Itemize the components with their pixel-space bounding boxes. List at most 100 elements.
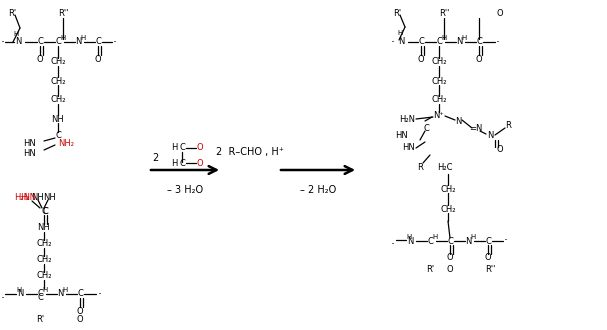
Text: C: C: [179, 158, 185, 168]
Text: C: C: [476, 38, 482, 47]
Text: NH₂: NH₂: [58, 140, 74, 148]
Text: H: H: [470, 234, 476, 240]
Text: N: N: [455, 117, 461, 126]
Text: C: C: [436, 38, 442, 47]
Text: H₂N: H₂N: [14, 193, 30, 203]
Text: CH₂: CH₂: [440, 184, 456, 193]
Text: H₂N: H₂N: [399, 115, 415, 124]
Text: R: R: [417, 163, 423, 173]
Text: O: O: [95, 54, 101, 63]
Text: CH₂: CH₂: [50, 57, 66, 67]
Text: .: .: [1, 31, 5, 45]
Text: H: H: [60, 35, 66, 41]
Text: N: N: [17, 289, 23, 299]
Text: N: N: [75, 38, 81, 47]
Text: R: R: [505, 120, 511, 129]
Text: R': R': [426, 266, 434, 275]
Text: CH₂: CH₂: [50, 77, 66, 85]
Text: CH₂: CH₂: [440, 205, 456, 214]
Text: – 3 H₂O: – 3 H₂O: [167, 185, 203, 195]
Text: O: O: [36, 54, 43, 63]
Text: .: .: [391, 234, 395, 247]
Text: H: H: [432, 234, 438, 240]
Text: R'': R'': [439, 10, 449, 18]
Text: H: H: [441, 35, 447, 41]
Text: CH₂: CH₂: [36, 272, 52, 280]
Text: O: O: [447, 253, 453, 262]
Text: H: H: [406, 234, 412, 240]
Text: R': R': [393, 10, 401, 18]
Text: H₂N: H₂N: [20, 193, 36, 203]
Text: HN: HN: [402, 144, 415, 152]
Text: H: H: [16, 287, 22, 293]
Text: N⁺: N⁺: [433, 112, 444, 120]
Text: H: H: [398, 30, 402, 36]
Text: HN: HN: [395, 130, 408, 140]
Text: C: C: [55, 131, 61, 141]
Text: .: .: [504, 230, 508, 244]
Text: R'': R'': [58, 10, 68, 18]
Text: C: C: [418, 38, 424, 47]
Text: 2: 2: [152, 153, 158, 163]
Text: .: .: [1, 287, 5, 301]
Text: C: C: [95, 38, 101, 47]
Text: NH: NH: [44, 193, 56, 203]
Text: C: C: [447, 237, 453, 246]
Text: R': R': [36, 315, 44, 324]
Text: O: O: [197, 158, 203, 168]
Text: O: O: [418, 54, 424, 63]
Text: N: N: [398, 38, 404, 47]
Text: C: C: [37, 289, 43, 299]
Text: .: .: [391, 31, 395, 45]
Text: CH₂: CH₂: [431, 95, 447, 105]
Text: H: H: [172, 144, 178, 152]
Text: CH₂: CH₂: [431, 77, 447, 85]
Text: N: N: [407, 237, 413, 246]
Text: HN: HN: [23, 140, 36, 148]
Text: NH: NH: [52, 115, 64, 123]
Text: R': R': [8, 10, 16, 18]
Text: H: H: [172, 158, 178, 168]
Text: C: C: [42, 208, 48, 216]
Text: C: C: [55, 38, 61, 47]
Text: N: N: [465, 237, 471, 246]
Text: C: C: [427, 237, 433, 246]
Text: C: C: [37, 38, 43, 47]
Text: CH₂: CH₂: [36, 255, 52, 265]
Text: O: O: [484, 253, 491, 262]
Text: NH: NH: [32, 193, 44, 203]
Text: N: N: [487, 130, 493, 140]
Text: .: .: [496, 31, 500, 45]
Text: CH₂: CH₂: [36, 240, 52, 248]
Text: C: C: [77, 289, 83, 299]
Text: H: H: [80, 35, 86, 41]
Text: C: C: [37, 293, 43, 303]
Text: O: O: [197, 144, 203, 152]
Text: H: H: [42, 287, 47, 293]
Text: C: C: [485, 237, 491, 246]
Text: O: O: [76, 315, 83, 324]
Text: C: C: [179, 144, 185, 152]
Text: H₂C: H₂C: [437, 163, 453, 173]
Text: C: C: [41, 208, 47, 216]
Text: H: H: [461, 35, 467, 41]
Text: N: N: [57, 289, 63, 299]
Text: CH₂: CH₂: [431, 57, 447, 67]
Text: O: O: [476, 54, 483, 63]
Text: O: O: [497, 10, 503, 18]
Text: CH₂: CH₂: [50, 95, 66, 105]
Text: 2  R–CHO , H⁺: 2 R–CHO , H⁺: [216, 147, 284, 157]
Text: C: C: [423, 123, 429, 133]
Text: .: .: [98, 283, 102, 296]
Text: O: O: [447, 266, 453, 275]
Text: O: O: [497, 146, 503, 154]
Text: R'': R'': [485, 266, 495, 275]
Text: O: O: [76, 307, 83, 315]
Text: N: N: [456, 38, 462, 47]
Text: N: N: [15, 38, 21, 47]
Text: =N: =N: [469, 123, 483, 133]
Text: H: H: [63, 287, 67, 293]
Text: .: .: [113, 31, 117, 45]
Text: H: H: [13, 31, 19, 37]
Text: NH: NH: [38, 223, 50, 233]
